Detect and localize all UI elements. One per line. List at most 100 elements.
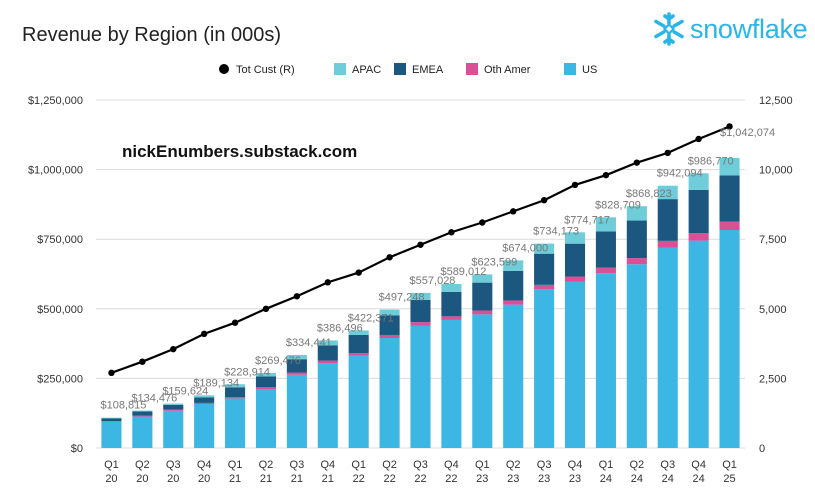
point-tot-cust (448, 229, 455, 236)
bar-emea (472, 282, 493, 311)
bar-us (719, 230, 740, 448)
bar-emea (379, 315, 400, 335)
bar-us (379, 338, 400, 448)
bar-emea (595, 231, 616, 268)
bar-oth-amer (317, 360, 338, 364)
point-tot-cust (695, 135, 702, 143)
bar-apac (472, 274, 493, 283)
total-label: $386,496 (317, 322, 363, 334)
x-tick-year: 20 (105, 473, 117, 485)
bar-oth-amer (194, 402, 215, 405)
x-tick-year: 25 (723, 473, 735, 485)
point-tot-cust (293, 293, 301, 300)
x-tick-quarter: Q3 (290, 459, 305, 471)
bar-emea (688, 189, 709, 234)
y2-tick-label: 10,000 (759, 165, 793, 177)
point-tot-cust (200, 330, 208, 338)
bar-us (410, 325, 431, 448)
legend-label: EMEA (412, 64, 444, 76)
bar-apac (348, 330, 369, 335)
bar-oth-amer (225, 397, 246, 399)
point-tot-cust (139, 358, 146, 365)
bar-us (255, 388, 277, 448)
point-tot-cust (324, 279, 331, 286)
legend-label: Tot Cust (R) (236, 64, 295, 76)
bar-emea (503, 270, 524, 301)
x-tick-year: 24 (600, 473, 612, 485)
point-tot-cust (540, 197, 548, 204)
bar-apac (626, 206, 647, 221)
bar-us (317, 363, 338, 448)
bar-emea (225, 387, 246, 398)
bar-apac (657, 185, 678, 200)
bar-emea (410, 299, 431, 323)
legend-swatch-emea (394, 63, 406, 75)
y2-tick-label: 0 (759, 443, 765, 455)
total-label: $189,134 (193, 377, 239, 389)
chart-title: Revenue by Region (in 000s) (22, 24, 282, 46)
total-label: $422,371 (348, 312, 394, 324)
bar-emea (564, 243, 586, 277)
x-tick-quarter: Q3 (660, 459, 675, 471)
legend-swatch-oth-amer (466, 63, 478, 75)
x-tick-year: 22 (445, 473, 457, 485)
y2-tick-label: 2,500 (759, 373, 787, 385)
bar-emea (534, 253, 555, 285)
total-label: $589,012 (440, 266, 486, 278)
x-tick-quarter: Q4 (320, 459, 335, 471)
bar-apac (286, 354, 307, 360)
bar-oth-amer (101, 420, 122, 422)
x-tick-year: 21 (322, 473, 334, 485)
x-tick-quarter: Q2 (259, 459, 274, 471)
bar-emea (163, 404, 184, 410)
bar-emea (348, 334, 369, 354)
point-tot-cust (231, 319, 239, 326)
x-tick-quarter: Q4 (444, 459, 459, 471)
x-tick-quarter: Q4 (568, 459, 583, 471)
x-tick-quarter: Q1 (228, 459, 243, 471)
bar-oth-amer (348, 353, 369, 356)
x-tick-quarter: Q3 (537, 459, 552, 471)
y-tick-label: $1,000,000 (28, 165, 83, 177)
total-label: $228,914 (224, 366, 270, 378)
total-label: $497,248 (379, 292, 425, 304)
x-tick-year: 21 (291, 473, 303, 485)
bar-emea (441, 291, 462, 317)
x-tick-quarter: Q4 (691, 459, 706, 471)
total-label: $108,815 (101, 400, 147, 412)
bar-apac (534, 243, 555, 254)
bar-apac (379, 309, 400, 316)
bar-us (225, 398, 246, 448)
x-tick-quarter: Q1 (351, 459, 366, 471)
total-label: $828,709 (595, 199, 641, 211)
bar-oth-amer (503, 300, 524, 305)
bar-apac (503, 260, 524, 271)
y-tick-label: $750,000 (37, 234, 83, 246)
point-tot-cust (170, 345, 177, 353)
total-label: $674,000 (502, 242, 548, 254)
point-tot-cust (571, 181, 579, 189)
watermark: nickEnumbers.substack.com (122, 142, 358, 161)
point-tot-cust (602, 171, 610, 179)
bar-apac (163, 403, 184, 405)
bar-us (503, 304, 524, 448)
x-tick-year: 20 (136, 473, 148, 485)
point-tot-cust (479, 219, 486, 226)
total-label: $942,094 (657, 168, 703, 180)
x-tick-quarter: Q3 (413, 459, 428, 471)
x-tick-year: 22 (383, 473, 395, 485)
legend-marker-tot-cust (219, 64, 229, 74)
bar-emea (255, 376, 277, 388)
total-label: $557,028 (410, 275, 456, 287)
bar-oth-amer (534, 284, 555, 290)
bar-oth-amer (657, 240, 678, 248)
y2-tick-label: 7,500 (759, 234, 787, 246)
bar-emea (286, 359, 307, 373)
bar-emea (657, 199, 678, 241)
total-label: $334,441 (286, 337, 332, 349)
point-tot-cust (417, 241, 424, 248)
bar-oth-amer (379, 334, 400, 339)
x-tick-quarter: Q2 (629, 459, 644, 471)
bar-us (626, 264, 647, 448)
bar-emea (101, 418, 122, 421)
